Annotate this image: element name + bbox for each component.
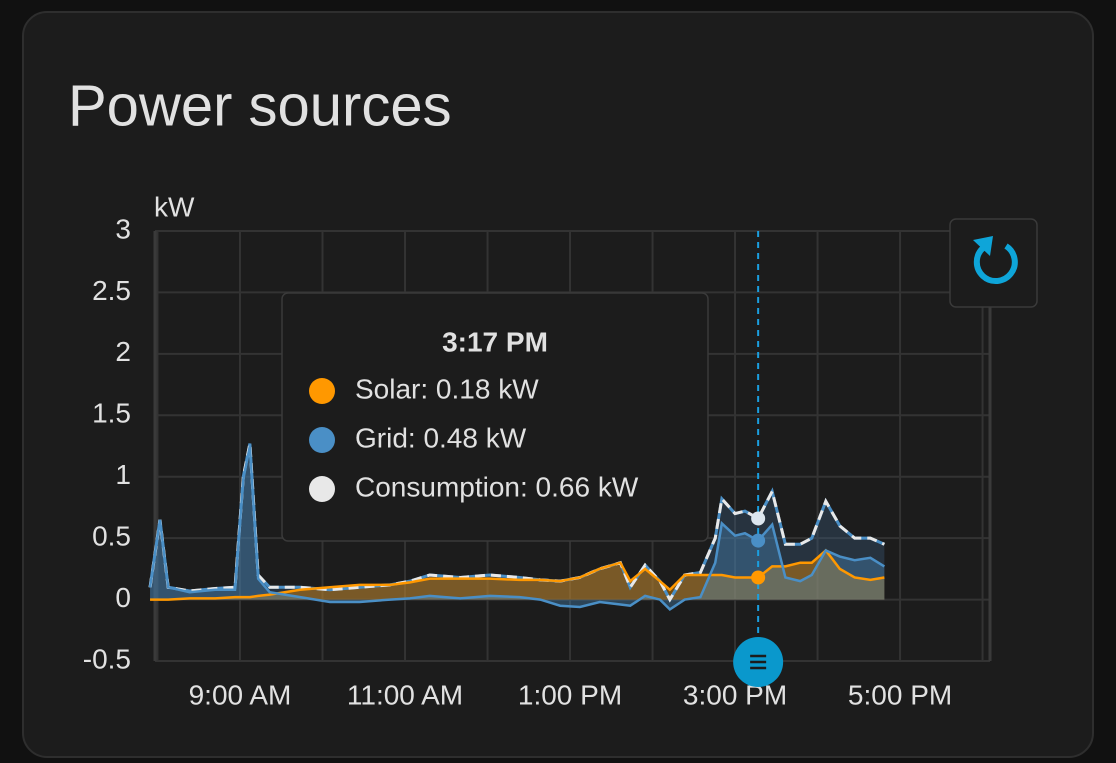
tooltip-title: 3:17 PM: [442, 326, 548, 357]
x-tick-label: 1:00 PM: [518, 679, 622, 710]
refresh-icon: [973, 243, 1018, 285]
hover-dot: [751, 570, 766, 585]
y-tick-label: 2: [115, 336, 131, 367]
y-tick-label: 0.5: [92, 521, 131, 552]
hover-dot: [751, 511, 766, 526]
tooltip-item: Grid: 0.48 kW: [355, 422, 527, 453]
refresh-arrow: [973, 236, 993, 256]
zoom-handle[interactable]: [733, 637, 784, 687]
tooltip-item: Consumption: 0.66 kW: [355, 471, 639, 502]
y-tick-label: -0.5: [83, 643, 131, 674]
series-area: [150, 446, 885, 610]
tooltip-swatch: [309, 378, 335, 404]
tooltip: 3:17 PM Solar: 0.18 kW Grid: 0.48 kW Consum…: [281, 292, 709, 542]
y-tick-label: 1: [115, 459, 131, 490]
card-title: Power sources: [68, 73, 452, 138]
tooltip-swatch: [309, 427, 335, 453]
y-tick-label: 2.5: [92, 275, 131, 306]
tooltip-box: [281, 292, 709, 542]
x-tick-label: 11:00 AM: [347, 679, 463, 710]
refresh-button[interactable]: [949, 218, 1038, 308]
tooltip-swatch: [309, 476, 335, 502]
series-area: [150, 443, 885, 600]
y-axis-label: kW: [154, 191, 195, 222]
y-tick-label: 3: [115, 213, 131, 244]
x-tick-label: 3:00 PM: [683, 679, 787, 710]
x-tick-label: 9:00 AM: [189, 679, 292, 710]
x-tick-label: 5:00 PM: [848, 679, 952, 710]
y-tick-label: 1.5: [92, 398, 131, 429]
hover-dot: [751, 533, 766, 548]
tooltip-item: Solar: 0.18 kW: [355, 373, 539, 404]
button-box[interactable]: [949, 218, 1038, 308]
series-line: [148, 445, 886, 612]
y-tick-label: 0: [115, 582, 131, 613]
